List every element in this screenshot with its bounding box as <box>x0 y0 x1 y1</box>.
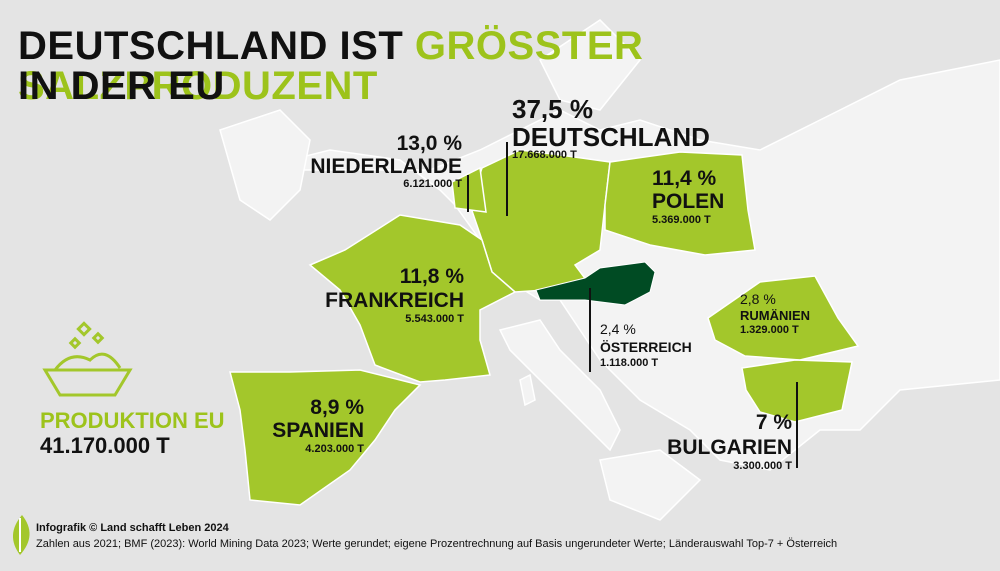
label-poland: 11,4 % POLEN 5.369.000 T <box>652 167 725 226</box>
logo <box>12 515 30 555</box>
highlighted-countries <box>229 149 860 506</box>
austria <box>535 261 656 306</box>
credit: Infografik © Land schafft Leben 2024 <box>36 522 229 534</box>
label-germany: 37,5 % DEUTSCHLAND 17.668.000 T <box>512 94 710 161</box>
title-line1: DEUTSCHLAND IST GRÖSSTER SALZPRODUZENT <box>18 24 644 108</box>
label-bulgaria: 7 % BULGARIEN 3.300.000 T <box>667 411 792 472</box>
salt-icon <box>42 321 133 397</box>
label-france: 11,8 % FRANKREICH 5.543.000 T <box>325 265 464 325</box>
production-total: 41.170.000 T <box>40 433 170 458</box>
production-label: PRODUKTION EU <box>40 408 225 433</box>
leader-lines <box>467 142 798 468</box>
romania <box>707 275 860 361</box>
source: Zahlen aus 2021; BMF (2023): World Minin… <box>36 538 838 550</box>
france <box>308 214 517 383</box>
title-line2: IN DER EU <box>18 64 225 108</box>
label-romania: 2,8 % RUMÄNIEN 1.329.000 T <box>740 291 811 336</box>
label-netherlands: 13,0 % NIEDERLANDE 6.121.000 T <box>310 132 462 190</box>
poland <box>604 151 756 256</box>
label-austria: 2,4 % ÖSTERREICH 1.118.000 T <box>600 321 692 369</box>
spain <box>229 369 422 506</box>
label-spain: 8,9 % SPANIEN 4.203.000 T <box>272 396 364 455</box>
